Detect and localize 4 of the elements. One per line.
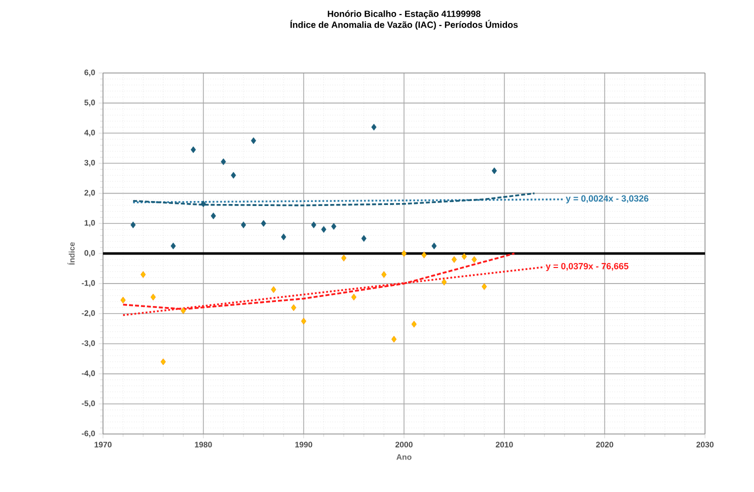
annotation: y = 0,0379x - 76,665: [546, 262, 628, 272]
annotation: y = 0,0024x - 3,0326: [566, 195, 648, 204]
chart-title: Honório Bicalho - Estação 41199998: [328, 10, 480, 19]
chart-subtitle: Índice de Anomalia de Vazão (IAC) - Períodos Úmidos: [290, 20, 518, 30]
